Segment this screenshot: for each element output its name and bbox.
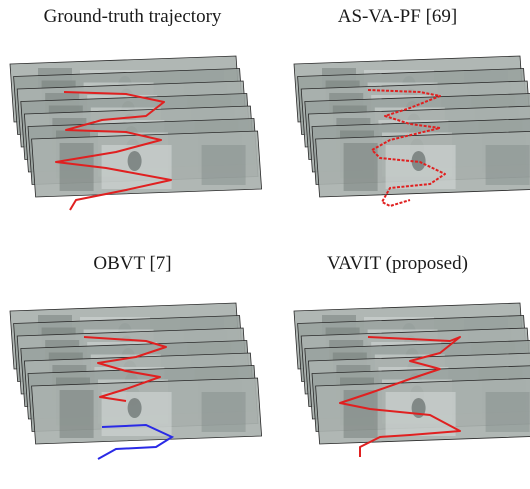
trajectory-line [83, 336, 167, 402]
video-frame [315, 131, 530, 198]
secondary-trajectory-line [97, 423, 175, 460]
frame-stack-vavit [293, 302, 530, 457]
caption-ground-truth: Ground-truth trajectory [43, 6, 222, 27]
trajectory-line [339, 336, 461, 457]
caption-as-va-pf: AS-VA-PF [69] [337, 6, 458, 27]
panel-obvt [6, 297, 263, 482]
panel-as-va-pf [290, 50, 530, 235]
frame-stack-as-va-pf [293, 55, 530, 207]
trajectory-line [55, 91, 172, 211]
panel-ground-truth [6, 50, 263, 235]
caption-obvt: OBVT [7] [93, 253, 172, 274]
video-frame [31, 377, 263, 445]
video-frame [315, 378, 530, 445]
frame-stack-ground-truth [9, 55, 263, 211]
panel-vavit [290, 297, 530, 482]
frame-stack-obvt [9, 302, 263, 460]
caption-vavit: VAVIT (proposed) [327, 253, 468, 274]
trajectory-line [367, 89, 446, 207]
